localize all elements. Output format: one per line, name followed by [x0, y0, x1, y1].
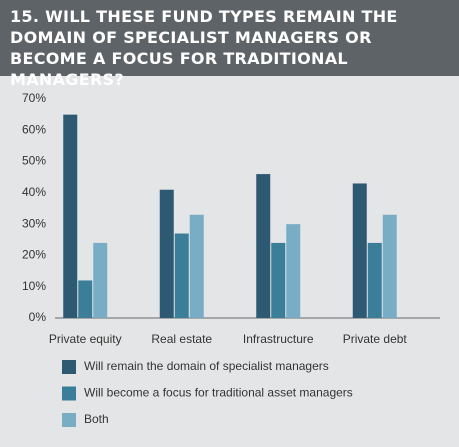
- y-tick-label: 40%: [22, 185, 46, 199]
- chart-title: 15. WILL THESE FUND TYPES REMAIN THE DOM…: [0, 0, 459, 89]
- bar: [367, 242, 382, 318]
- bar: [352, 183, 367, 318]
- y-tick-label: 50%: [22, 154, 46, 168]
- legend-swatch: [62, 386, 76, 401]
- legend-label: Will remain the domain of specialist man…: [84, 359, 329, 373]
- bar: [189, 214, 204, 318]
- y-tick-label: 10%: [22, 279, 46, 293]
- legend-swatch: [62, 413, 76, 427]
- legend-swatch: [62, 360, 76, 374]
- y-tick-label: 20%: [22, 248, 46, 262]
- bar: [256, 174, 271, 318]
- bar: [382, 214, 397, 318]
- y-tick-label: 30%: [22, 216, 46, 230]
- x-tick-label: Private debt: [343, 332, 408, 346]
- legend-label: Will become a focus for traditional asse…: [84, 386, 353, 400]
- y-tick-label: 60%: [22, 122, 46, 136]
- y-tick-label: 70%: [22, 91, 46, 105]
- bar: [286, 224, 301, 318]
- x-tick-label: Real estate: [151, 332, 212, 346]
- legend-label: Both: [84, 412, 109, 426]
- bar: [271, 242, 286, 318]
- bar: [159, 189, 174, 318]
- bar: [63, 114, 78, 319]
- bar: [174, 233, 189, 318]
- bar: [78, 280, 93, 318]
- x-tick-label: Private equity: [49, 332, 122, 346]
- y-tick-label: 0%: [29, 310, 47, 324]
- x-tick-label: Infrastructure: [243, 332, 314, 346]
- bar: [93, 242, 108, 318]
